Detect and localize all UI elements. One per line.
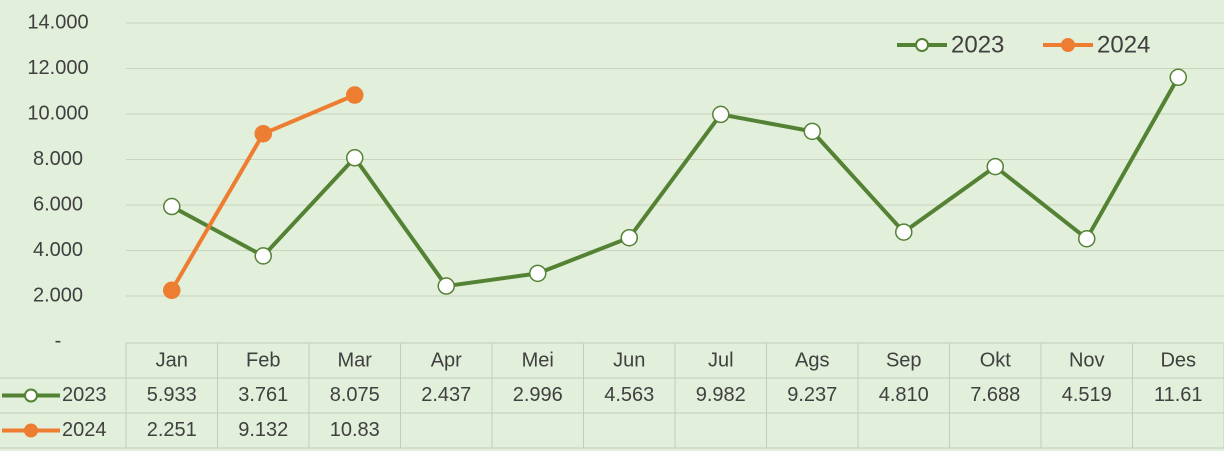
table-value: 2.437	[421, 384, 471, 406]
point-marker	[620, 228, 638, 247]
legend-label: 2024	[1097, 31, 1150, 58]
x-tick-label: Feb	[246, 349, 280, 371]
x-tick-label: Jun	[613, 349, 645, 371]
table-value: 8.075	[330, 384, 380, 406]
y-tick-label: 6.000	[33, 193, 83, 215]
y-tick-label: -	[55, 330, 62, 352]
point-marker	[712, 105, 730, 124]
x-tick-label: Mei	[522, 349, 554, 371]
y-tick-label: 12.000	[27, 57, 88, 79]
table-value: 9.982	[696, 384, 746, 406]
point-marker	[1169, 68, 1187, 87]
x-tick-label: Jul	[708, 349, 734, 371]
x-tick-label: Mar	[338, 349, 373, 371]
point-marker	[895, 223, 913, 241]
legend-marker	[1061, 38, 1075, 52]
series-line	[170, 76, 1180, 289]
table-value: 4.810	[879, 384, 929, 406]
table-value: 5.933	[147, 384, 197, 406]
legend-marker	[915, 38, 929, 52]
point-marker	[254, 124, 272, 143]
table-series-name: 2023	[62, 384, 107, 406]
x-tick-label: Nov	[1069, 349, 1105, 371]
table-value: 7.688	[970, 384, 1020, 406]
table-value: 9.237	[787, 384, 837, 406]
point-marker	[346, 149, 364, 167]
point-marker	[986, 157, 1004, 176]
point-marker	[437, 277, 455, 295]
point-marker	[1078, 229, 1096, 248]
y-tick-label: 10.000	[27, 102, 88, 124]
y-tick-label: 2.000	[33, 284, 83, 306]
legend-marker	[24, 388, 38, 403]
point-marker	[163, 281, 181, 300]
table-value: 9.132	[238, 419, 288, 441]
table-value: 10.83	[330, 419, 380, 441]
x-tick-label: Apr	[431, 349, 462, 371]
point-marker	[254, 247, 272, 265]
point-marker	[346, 86, 364, 104]
legend-label: 2023	[951, 31, 1004, 58]
point-marker	[529, 264, 547, 283]
table-value: 2.251	[147, 419, 197, 441]
table-series-name: 2024	[62, 419, 107, 441]
x-tick-label: Ags	[795, 349, 829, 371]
x-tick-label: Jan	[156, 349, 188, 371]
point-marker	[163, 197, 181, 216]
x-tick-label: Des	[1160, 349, 1196, 371]
y-tick-label: 4.000	[33, 239, 83, 261]
x-tick-label: Sep	[886, 349, 922, 371]
y-tick-label: 14.000	[27, 11, 88, 33]
table-value: 2.996	[513, 384, 563, 406]
y-tick-label: 8.000	[33, 148, 83, 170]
table-value: 11.61	[1154, 384, 1203, 406]
legend-marker	[24, 423, 38, 438]
point-marker	[803, 122, 821, 141]
table-value: 3.761	[238, 384, 288, 406]
x-tick-label: Okt	[980, 349, 1012, 371]
table-value: 4.563	[604, 384, 654, 406]
table-value: 4.519	[1062, 384, 1112, 406]
